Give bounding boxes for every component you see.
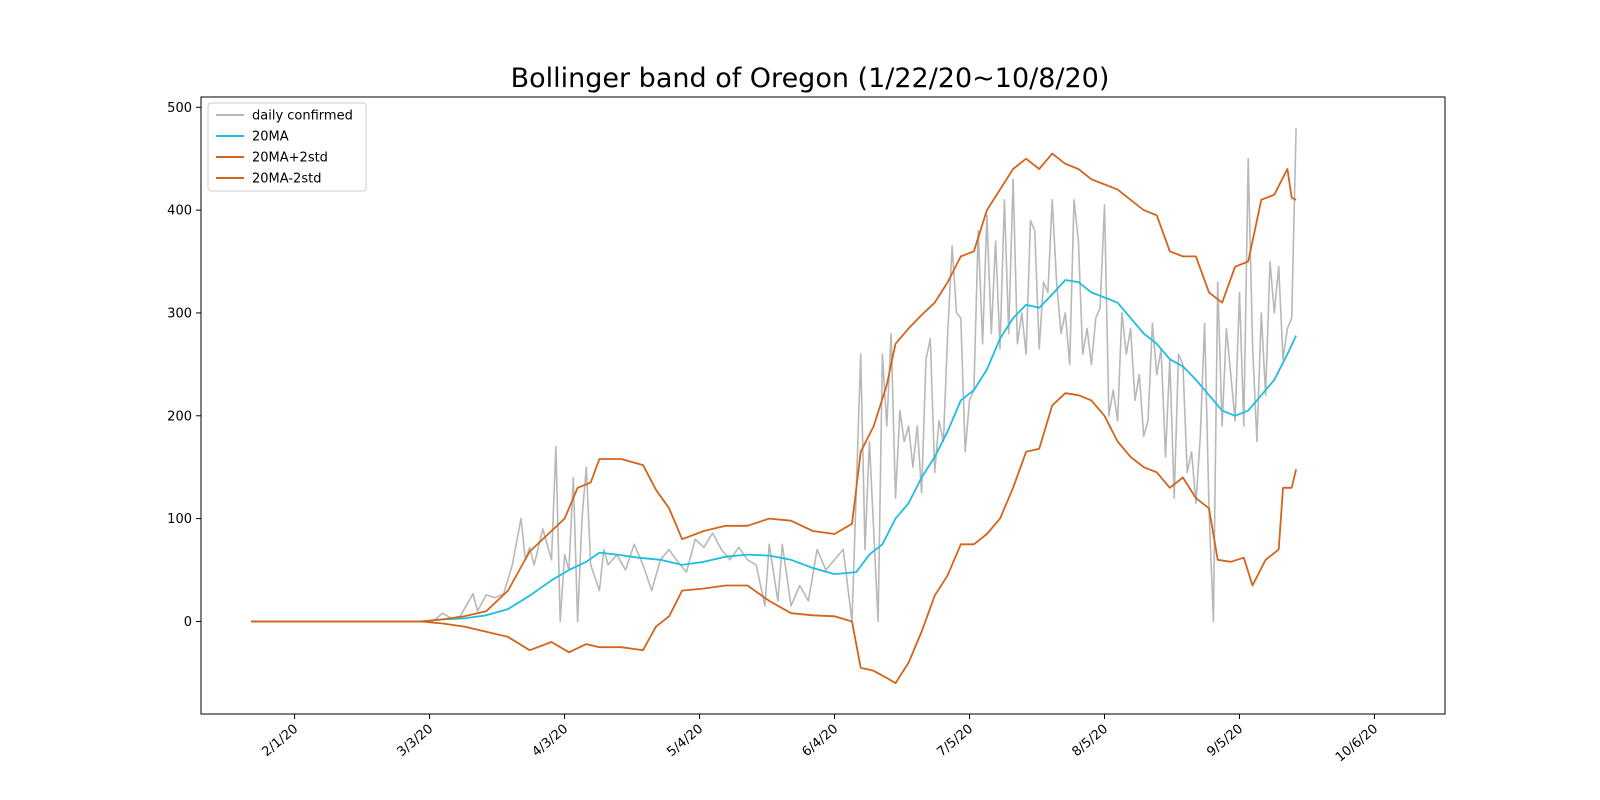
x-tick-label: 10/6/20: [1333, 722, 1381, 766]
series-line-20ma-2std: [251, 392, 1297, 684]
series-line-20ma-2std: [251, 152, 1297, 623]
x-tick-label: 4/3/20: [529, 722, 571, 760]
x-tick-label: 9/5/20: [1204, 722, 1246, 760]
x-axis: 2/1/20 3/3/20 4/3/20 5/4/20 6/4/20 7/5/20 8/5/…: [259, 714, 1381, 765]
series-layer: [251, 127, 1297, 684]
y-tick-label: 300: [167, 306, 192, 321]
y-tick-label: 400: [167, 204, 192, 219]
legend-box: [207, 102, 367, 192]
series-line-daily-confirmed: [251, 127, 1297, 623]
y-tick-label: 100: [167, 512, 192, 527]
y-tick-label: 500: [167, 101, 192, 116]
legend-label: 20MA: [252, 130, 289, 145]
y-tick-label: 0: [184, 615, 192, 630]
legend: daily confirmed 20MA 20MA+2std 20MA-2std: [207, 102, 367, 192]
chart-title: Bollinger band of Oregon (1/22/20~10/8/2…: [511, 63, 1110, 94]
series-line-20ma: [251, 279, 1297, 623]
x-tick-label: 2/1/20: [259, 722, 301, 760]
legend-label: daily confirmed: [252, 109, 353, 124]
legend-label: 20MA+2std: [252, 151, 328, 166]
legend-label: 20MA-2std: [252, 172, 321, 187]
plot-area: [200, 96, 1446, 715]
x-tick-label: 6/4/20: [799, 722, 841, 760]
x-tick-label: 7/5/20: [934, 722, 976, 760]
y-tick-label: 200: [167, 409, 192, 424]
x-tick-label: 5/4/20: [664, 722, 706, 760]
x-tick-label: 8/5/20: [1069, 722, 1111, 760]
y-axis: 0 100 200 300 400 500: [167, 101, 201, 630]
x-tick-label: 3/3/20: [394, 722, 436, 760]
plot-frame: [200, 96, 1446, 715]
